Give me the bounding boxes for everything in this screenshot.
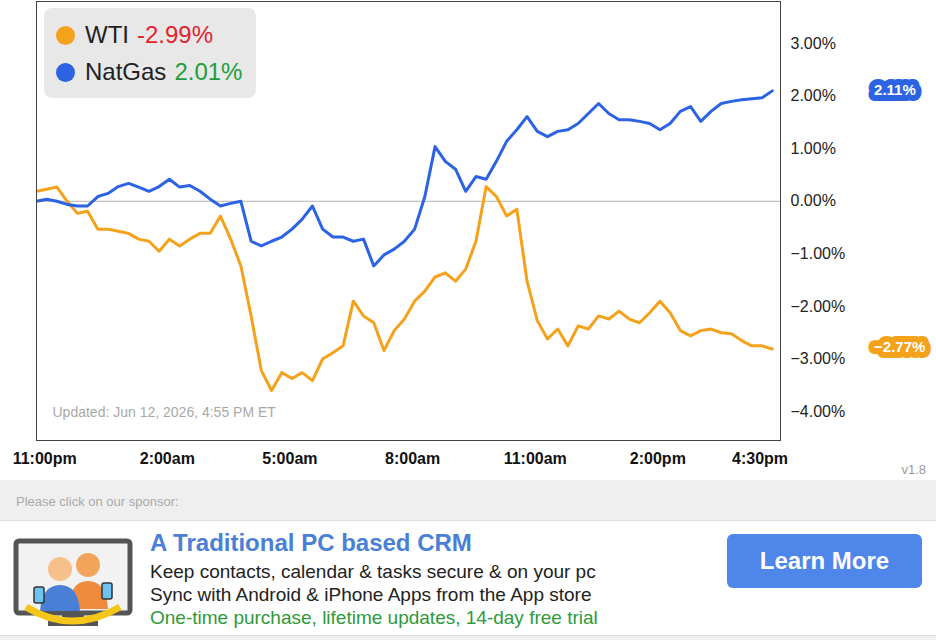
svg-text:−1.00%: −1.00% <box>791 245 846 262</box>
svg-text:−2.77%: −2.77% <box>874 338 925 355</box>
svg-text:−4.00%: −4.00% <box>791 403 846 420</box>
svg-text:2.00%: 2.00% <box>791 87 836 104</box>
html-text:Sync with Android & iPhone App: Sync with Android & iPhone Apps from the… <box>150 584 592 605</box>
svg-text:4:30pm: 4:30pm <box>732 450 788 467</box>
svg-text:−3.00%: −3.00% <box>791 350 846 367</box>
svg-text:1.00%: 1.00% <box>791 140 836 157</box>
html-text:One-time purchase, lifetime up: One-time purchase, lifetime updates, 14-… <box>150 607 598 628</box>
svg-text:0.00%: 0.00% <box>791 192 836 209</box>
svg-text:2.11%: 2.11% <box>874 81 916 98</box>
svg-text:2:00pm: 2:00pm <box>630 450 686 467</box>
svg-text:11:00am: 11:00am <box>504 450 567 467</box>
html-text:Please click on our sponsor:: Please click on our sponsor: <box>16 494 179 509</box>
svg-text:11:00pm: 11:00pm <box>13 450 77 467</box>
html-text:WTI -2.99%: WTI -2.99% <box>85 21 213 48</box>
html-text:Learn More: Learn More <box>759 547 890 574</box>
html-text:v1.8: v1.8 <box>901 462 926 477</box>
html-text:A Traditional PC based CRM: A Traditional PC based CRM <box>150 529 472 556</box>
html-text:Keep contacts, calendar & task: Keep contacts, calendar & tasks secure &… <box>150 561 596 582</box>
svg-text:Updated: Jun 12, 2026, 4:55 PM: Updated: Jun 12, 2026, 4:55 PM ET <box>53 404 277 420</box>
svg-text:−2.00%: −2.00% <box>791 298 846 315</box>
svg-text:8:00am: 8:00am <box>385 450 440 467</box>
svg-text:5:00am: 5:00am <box>262 450 317 467</box>
html-text:NatGas 2.01%: NatGas 2.01% <box>85 58 243 85</box>
svg-text:3.00%: 3.00% <box>791 35 836 52</box>
svg-text:2:00am: 2:00am <box>140 450 195 467</box>
